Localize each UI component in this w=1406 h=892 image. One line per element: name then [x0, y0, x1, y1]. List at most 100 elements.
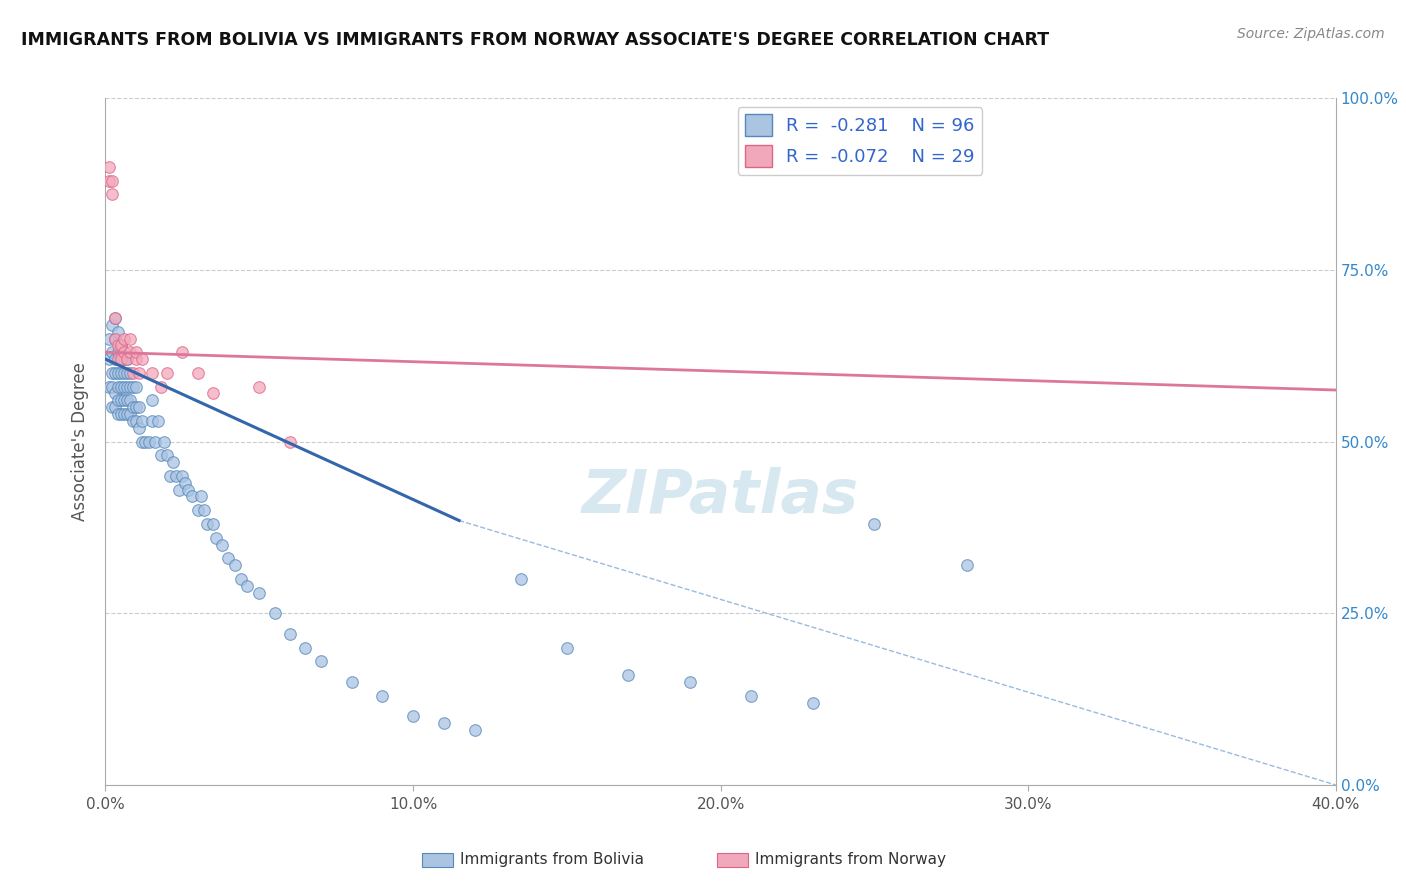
Point	[205, 531, 228, 545]
Point	[146, 414, 169, 428]
Point	[107, 366, 129, 380]
Point	[120, 379, 141, 393]
Point	[159, 469, 181, 483]
Point	[128, 366, 150, 380]
Point	[131, 434, 153, 449]
Text: Immigrants from Norway: Immigrants from Norway	[755, 853, 946, 867]
Point	[107, 393, 129, 408]
Point	[120, 332, 141, 346]
Point	[120, 407, 141, 421]
Point	[97, 160, 120, 174]
Point	[555, 640, 578, 655]
Point	[134, 434, 156, 449]
Point	[104, 352, 127, 367]
Point	[97, 332, 120, 346]
Point	[112, 345, 135, 359]
Point	[107, 379, 129, 393]
Point	[112, 379, 135, 393]
Point	[100, 173, 122, 187]
Point	[162, 455, 184, 469]
Point	[402, 709, 425, 723]
Point	[236, 579, 259, 593]
Point	[169, 483, 191, 497]
Point	[371, 689, 394, 703]
Point	[247, 585, 270, 599]
Point	[294, 640, 316, 655]
Point	[247, 379, 270, 393]
Point	[112, 352, 135, 367]
Point	[141, 393, 163, 408]
Point	[187, 366, 209, 380]
Point	[464, 723, 486, 737]
Point	[202, 386, 225, 401]
Point	[110, 393, 132, 408]
Point	[100, 379, 122, 393]
Point	[141, 366, 163, 380]
Point	[120, 366, 141, 380]
Point	[112, 332, 135, 346]
Point	[340, 675, 363, 690]
Point	[125, 400, 148, 414]
Point	[100, 400, 122, 414]
Point	[224, 558, 246, 573]
Point	[112, 393, 135, 408]
Point	[956, 558, 979, 573]
Point	[115, 407, 138, 421]
Point	[107, 325, 129, 339]
Point	[122, 379, 145, 393]
Point	[97, 352, 120, 367]
Point	[122, 414, 145, 428]
Point	[110, 352, 132, 367]
Point	[100, 187, 122, 202]
Point	[617, 668, 640, 682]
Point	[120, 345, 141, 359]
Point	[100, 318, 122, 332]
Point	[195, 516, 218, 531]
Point	[156, 448, 179, 462]
Point	[125, 414, 148, 428]
Point	[125, 345, 148, 359]
Point	[110, 407, 132, 421]
Text: IMMIGRANTS FROM BOLIVIA VS IMMIGRANTS FROM NORWAY ASSOCIATE'S DEGREE CORRELATION: IMMIGRANTS FROM BOLIVIA VS IMMIGRANTS FR…	[21, 31, 1049, 49]
Point	[125, 352, 148, 367]
Point	[218, 551, 240, 566]
Point	[115, 352, 138, 367]
Y-axis label: Associate's Degree: Associate's Degree	[72, 362, 90, 521]
Point	[172, 345, 194, 359]
Point	[131, 414, 153, 428]
Point	[104, 386, 127, 401]
Point	[110, 366, 132, 380]
Point	[263, 607, 285, 621]
Point	[128, 421, 150, 435]
Point	[107, 352, 129, 367]
Point	[172, 469, 194, 483]
Point	[433, 716, 456, 731]
Point	[107, 407, 129, 421]
Point	[112, 366, 135, 380]
Point	[104, 366, 127, 380]
Point	[202, 516, 225, 531]
Point	[104, 310, 127, 325]
Point	[97, 379, 120, 393]
Point	[309, 654, 332, 668]
Point	[120, 393, 141, 408]
Point	[679, 675, 702, 690]
Point	[174, 475, 197, 490]
Point	[211, 537, 233, 551]
Point	[165, 469, 187, 483]
Point	[278, 627, 301, 641]
Point	[229, 572, 252, 586]
Point	[131, 352, 153, 367]
Point	[138, 434, 160, 449]
Point	[110, 338, 132, 352]
Point	[110, 338, 132, 352]
Point	[149, 448, 172, 462]
Point	[104, 400, 127, 414]
Point	[149, 379, 172, 393]
Point	[180, 490, 202, 504]
Point	[863, 516, 886, 531]
Point	[104, 332, 127, 346]
Point	[107, 345, 129, 359]
Point	[187, 503, 209, 517]
Point	[115, 393, 138, 408]
